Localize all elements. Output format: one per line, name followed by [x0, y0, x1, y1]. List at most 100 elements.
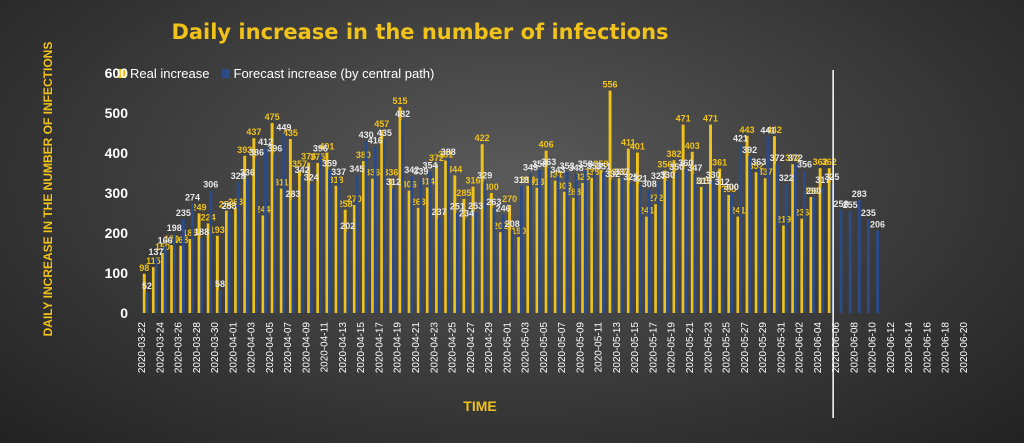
- legend-label-real: Real increase: [130, 66, 210, 81]
- bar-forecast: [538, 169, 542, 313]
- bar-real: [270, 123, 274, 313]
- bar-real: [800, 218, 804, 313]
- bar-real: [562, 191, 566, 313]
- data-label-real: 285: [456, 188, 471, 198]
- data-label-real: 315: [694, 176, 709, 186]
- data-label-real: 241: [639, 206, 654, 216]
- chart-legend: Real increase Forecast increase (by cent…: [118, 66, 446, 81]
- data-label-forecast: 208: [505, 219, 520, 229]
- data-label-real: 380: [356, 150, 371, 160]
- data-label-real: 437: [246, 127, 261, 137]
- data-label-forecast: 339: [413, 166, 428, 176]
- chart-title: Daily increase in the number of infectio…: [171, 20, 669, 44]
- bar-real: [827, 168, 831, 313]
- bar-forecast: [245, 178, 249, 313]
- legend-item-real[interactable]: Real increase: [118, 66, 210, 81]
- data-label-real: 442: [767, 125, 782, 135]
- data-label-real: 357: [292, 159, 307, 169]
- data-label-forecast: 283: [852, 189, 867, 199]
- bar-forecast: [519, 185, 523, 313]
- x-tick-label: 2020-04-15: [356, 322, 367, 374]
- data-label-real: 219: [776, 214, 791, 224]
- x-tick-label: 2020-04-29: [484, 322, 495, 374]
- bar-real: [380, 130, 384, 313]
- x-tick-label: 2020-05-19: [667, 322, 678, 374]
- bar-real: [224, 210, 228, 313]
- data-label-real: 515: [392, 96, 407, 106]
- bar-real: [581, 183, 585, 313]
- data-label-forecast: 234: [459, 208, 474, 218]
- bar-forecast: [172, 233, 176, 313]
- bar-forecast: [181, 219, 185, 313]
- y-tick-label: 400: [105, 145, 129, 161]
- data-label-forecast: 166: [158, 236, 173, 246]
- bar-forecast: [857, 199, 861, 313]
- data-label-real: 290: [803, 186, 818, 196]
- data-label-forecast: 235: [861, 208, 876, 218]
- x-tick-label: 2020-04-13: [338, 322, 349, 374]
- data-label-real: 457: [374, 119, 389, 129]
- bar-real: [188, 239, 192, 313]
- bar-real: [316, 163, 320, 313]
- bar-forecast: [401, 120, 405, 313]
- x-tick-label: 2020-06-12: [886, 322, 897, 374]
- bar-forecast: [629, 183, 633, 313]
- bar-forecast: [711, 181, 715, 313]
- bar-real: [325, 152, 329, 313]
- bar-forecast: [501, 214, 505, 313]
- bar-forecast: [821, 186, 825, 313]
- bar-real: [745, 135, 749, 313]
- data-label-forecast: 350: [669, 162, 684, 172]
- data-label-forecast: 202: [340, 221, 355, 231]
- data-label-forecast: 358: [578, 159, 593, 169]
- bar-real: [343, 209, 347, 313]
- bar-real: [170, 245, 174, 313]
- data-label-forecast: 322: [779, 173, 794, 183]
- data-label-real: 314: [420, 176, 435, 186]
- bar-forecast: [355, 175, 359, 313]
- bar-forecast: [154, 258, 158, 313]
- bar-real: [736, 216, 740, 313]
- data-label-forecast: 435: [377, 128, 392, 138]
- data-label-real: 381: [438, 150, 453, 160]
- x-tick-label: 2020-06-08: [849, 322, 860, 374]
- legend-item-forecast[interactable]: Forecast increase (by central path): [221, 66, 434, 81]
- bar-real: [663, 170, 667, 313]
- data-label-forecast: 329: [477, 170, 492, 180]
- data-label-real: 362: [822, 157, 837, 167]
- bar-real: [809, 197, 813, 313]
- y-tick-label: 0: [120, 305, 128, 321]
- data-label-real: 263: [411, 197, 426, 207]
- data-label-real: 372: [785, 153, 800, 163]
- data-label-real: 313: [529, 177, 544, 187]
- bar-real: [142, 273, 146, 313]
- bar-forecast: [410, 176, 414, 313]
- data-label-real: 471: [703, 114, 718, 124]
- data-label-real: 336: [383, 168, 398, 178]
- bar-forecast: [474, 211, 478, 313]
- x-tick-label: 2020-03-28: [192, 322, 203, 374]
- bar-real: [261, 215, 265, 313]
- bar-real: [763, 178, 767, 313]
- data-label-real: 288: [566, 187, 581, 197]
- data-label-forecast: 353: [587, 161, 602, 171]
- bar-forecast: [848, 211, 852, 313]
- bar-forecast: [209, 190, 213, 313]
- x-tick-label: 2020-05-07: [557, 322, 568, 374]
- bar-forecast: [529, 173, 532, 313]
- x-tick-label: 2020-05-21: [685, 322, 696, 374]
- bar-real: [544, 150, 548, 313]
- bar-real: [727, 195, 731, 313]
- data-label-forecast: 396: [313, 144, 328, 154]
- data-label-real: 193: [210, 225, 225, 235]
- x-tick-label: 2020-04-17: [374, 322, 385, 374]
- bar-real: [672, 160, 676, 313]
- bar-real: [635, 152, 639, 313]
- bar-real: [352, 205, 356, 313]
- data-label-forecast: 353: [559, 161, 574, 171]
- data-label-real: 325: [575, 172, 590, 182]
- bar-forecast: [465, 219, 469, 313]
- data-label-forecast: 348: [569, 163, 584, 173]
- bar-forecast: [309, 183, 313, 313]
- bar-real: [590, 177, 594, 313]
